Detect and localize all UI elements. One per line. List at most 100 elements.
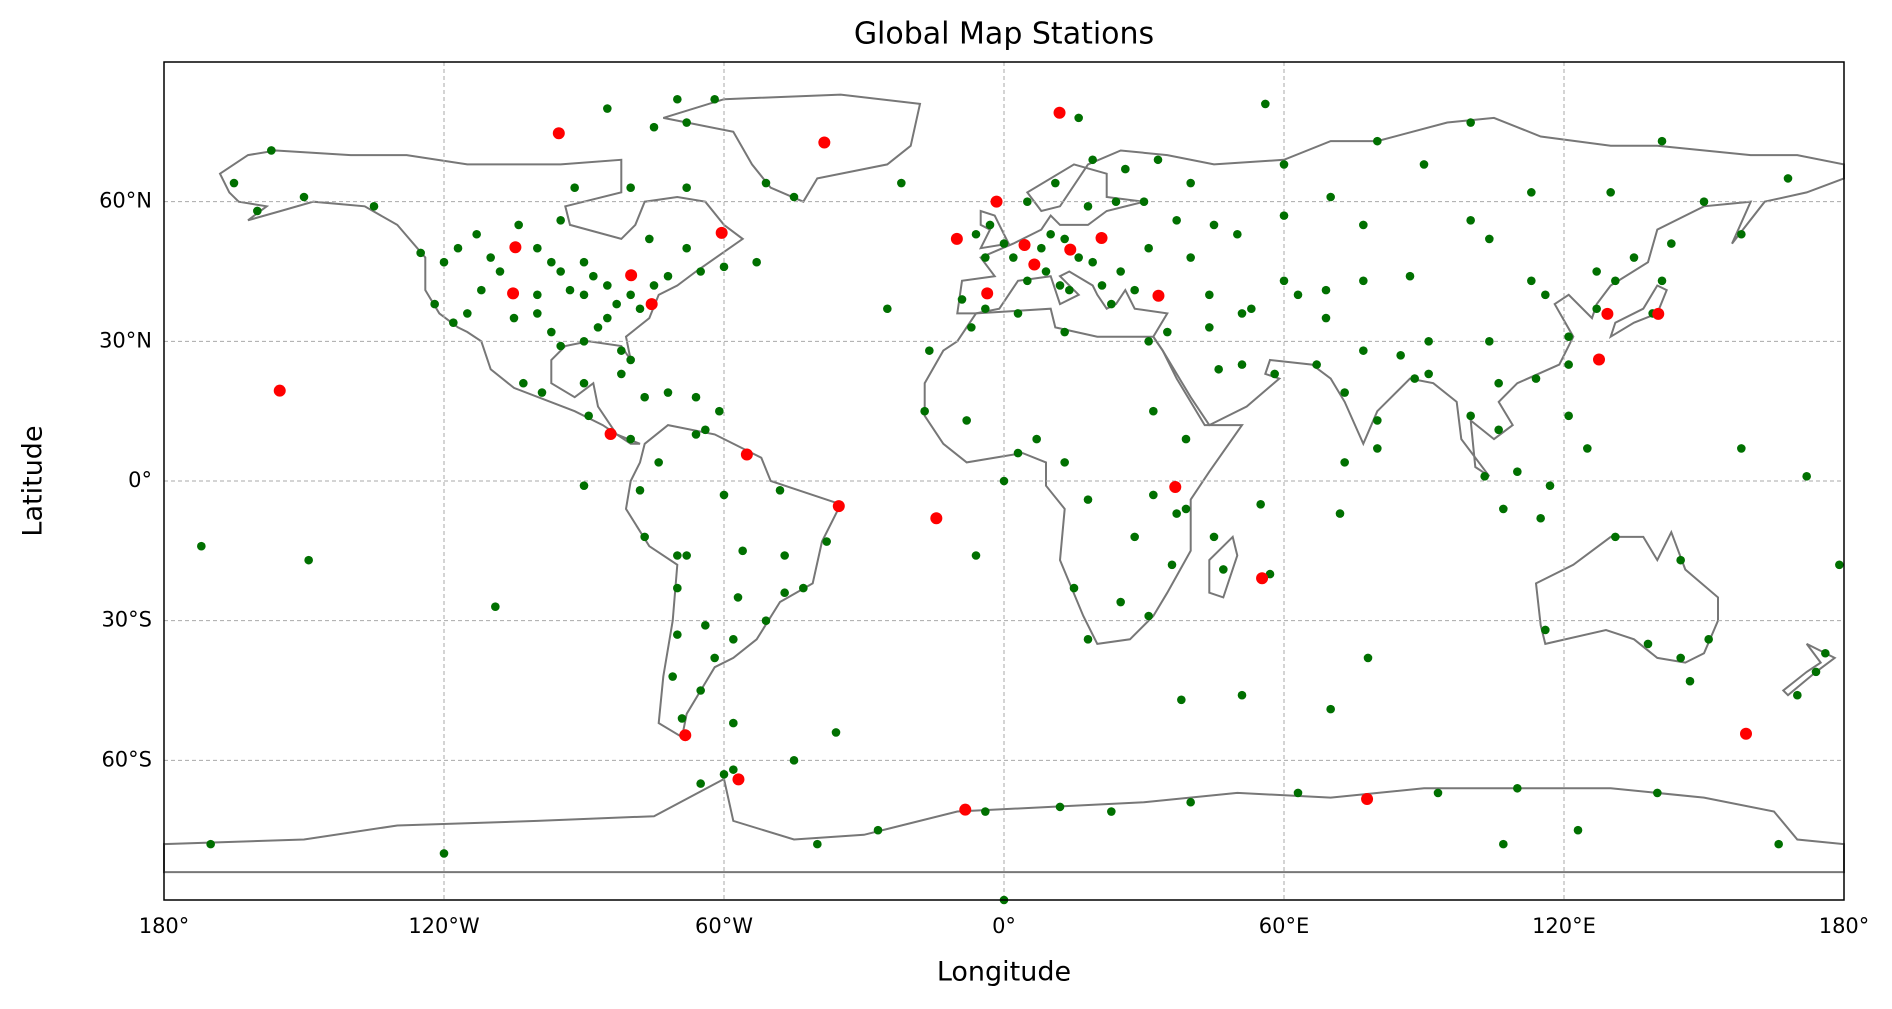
- station: [1107, 807, 1116, 816]
- station: [472, 229, 481, 239]
- station: [818, 136, 831, 149]
- station: [1536, 513, 1545, 523]
- station: [967, 323, 976, 332]
- x-tick-label: 120°E: [1532, 914, 1596, 938]
- station: [663, 388, 673, 397]
- plot-frame: [163, 61, 1845, 901]
- station: [1740, 727, 1752, 740]
- station: [1466, 215, 1475, 225]
- station: [1793, 690, 1802, 700]
- station: [1097, 281, 1107, 290]
- station: [1373, 136, 1382, 146]
- station: [1652, 307, 1665, 320]
- y-axis-label: Latitude: [18, 425, 49, 536]
- station: [999, 476, 1009, 486]
- station: [640, 392, 649, 402]
- station: [1069, 583, 1079, 593]
- station: [673, 583, 682, 593]
- coastline: [923, 307, 1244, 645]
- station: [1494, 378, 1503, 388]
- station: [719, 262, 729, 272]
- station: [981, 253, 990, 262]
- station: [1237, 360, 1247, 369]
- coastline: [663, 93, 922, 203]
- station: [603, 281, 612, 290]
- station: [1667, 239, 1676, 248]
- station: [1037, 243, 1046, 253]
- station: [761, 616, 771, 625]
- station: [570, 183, 579, 192]
- station: [962, 416, 971, 425]
- station: [1153, 155, 1163, 165]
- station: [1373, 416, 1382, 425]
- station: [1704, 634, 1713, 644]
- station: [1593, 353, 1605, 366]
- station: [1592, 267, 1601, 276]
- station: [957, 295, 967, 304]
- station: [1657, 136, 1667, 146]
- x-axis-label: Longitude: [937, 957, 1071, 988]
- station: [1209, 532, 1219, 542]
- station: [738, 546, 747, 556]
- station: [985, 220, 995, 230]
- coastline: [956, 116, 1845, 478]
- station: [253, 206, 262, 216]
- station: [1564, 332, 1573, 341]
- station: [533, 309, 542, 318]
- station: [1419, 160, 1429, 169]
- station: [1737, 229, 1746, 239]
- station: [1270, 369, 1279, 379]
- station: [1265, 569, 1275, 579]
- station: [626, 290, 635, 300]
- station: [925, 346, 934, 355]
- x-tick-label: 0°: [992, 914, 1016, 938]
- station: [603, 104, 612, 113]
- station: [1279, 160, 1289, 169]
- station: [691, 392, 701, 402]
- x-tick-label: 60°W: [695, 914, 753, 938]
- station: [649, 281, 659, 290]
- station: [1144, 243, 1153, 253]
- station: [369, 202, 379, 211]
- station: [1111, 197, 1121, 206]
- station: [677, 714, 687, 723]
- station: [1046, 229, 1055, 239]
- station: [1205, 323, 1214, 332]
- station: [981, 304, 990, 314]
- station: [682, 243, 691, 253]
- station: [1083, 634, 1093, 644]
- station: [1149, 490, 1158, 500]
- station: [1424, 337, 1433, 346]
- station: [668, 672, 677, 681]
- station: [673, 630, 682, 639]
- station: [439, 849, 449, 858]
- station: [1363, 653, 1373, 663]
- station: [1527, 276, 1536, 286]
- station: [710, 653, 719, 663]
- station: [645, 298, 658, 311]
- y-tick-label: 30°N: [99, 328, 152, 352]
- station: [1335, 509, 1345, 518]
- station: [304, 555, 313, 565]
- station: [612, 299, 621, 309]
- station: [789, 192, 799, 202]
- station: [775, 486, 785, 495]
- station: [579, 481, 589, 490]
- station: [1013, 309, 1023, 318]
- station: [1060, 234, 1069, 244]
- station: [617, 346, 626, 355]
- station: [299, 192, 309, 202]
- station: [1051, 178, 1060, 188]
- station: [1541, 290, 1550, 300]
- station: [1643, 639, 1653, 649]
- station: [579, 257, 589, 267]
- station: [1205, 290, 1214, 300]
- station: [1359, 346, 1368, 355]
- station: [1321, 285, 1331, 295]
- coastline: [1608, 284, 1668, 339]
- station: [593, 323, 603, 332]
- station: [682, 183, 691, 192]
- station: [640, 532, 649, 542]
- station: [780, 551, 789, 560]
- station: [626, 434, 635, 444]
